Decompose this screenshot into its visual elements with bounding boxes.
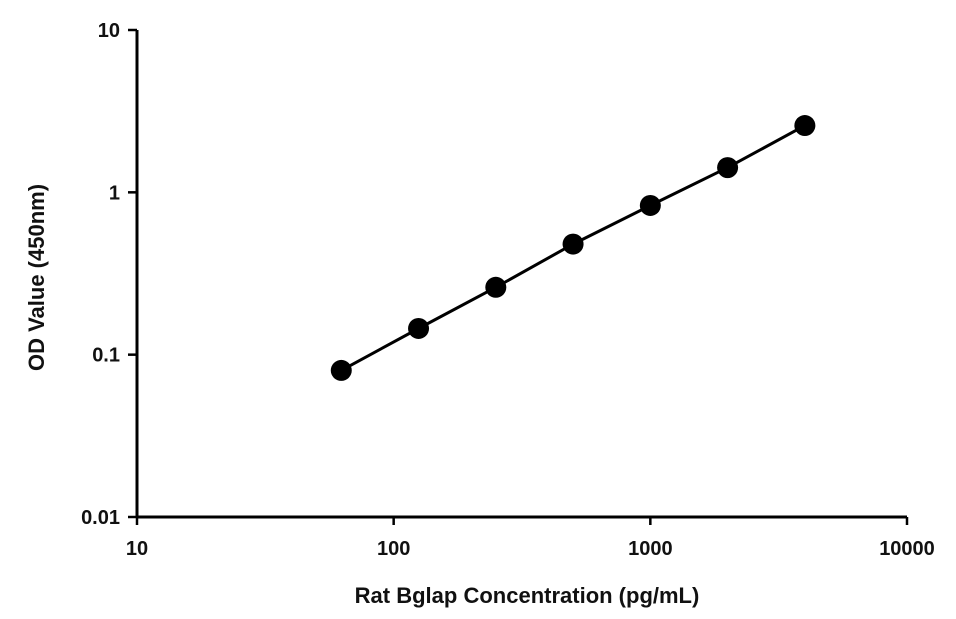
y-tick-label: 0.1 xyxy=(92,345,120,367)
data-point xyxy=(794,115,816,137)
y-tick-label: 0.01 xyxy=(81,507,120,529)
data-point xyxy=(408,317,430,339)
x-axis-label: Rat Bglap Concentration (pg/mL) xyxy=(355,583,700,608)
axes xyxy=(135,30,907,519)
y-tick-label: 1 xyxy=(109,182,120,204)
data-series xyxy=(330,115,816,381)
x-tick-label: 10000 xyxy=(879,538,935,560)
x-tick-label: 10 xyxy=(126,538,148,560)
x-tick-label: 1000 xyxy=(628,538,673,560)
y-tick-label: 10 xyxy=(98,20,120,42)
data-point xyxy=(485,276,507,298)
data-point xyxy=(562,233,584,255)
y-axis-label: OD Value (450nm) xyxy=(24,184,49,371)
x-tick-label: 100 xyxy=(377,538,410,560)
data-point xyxy=(717,157,739,179)
data-point xyxy=(639,194,661,216)
ticks: 10 100 1000 10000 0.01 0.1 1 10 xyxy=(81,20,935,560)
data-point xyxy=(330,359,352,381)
